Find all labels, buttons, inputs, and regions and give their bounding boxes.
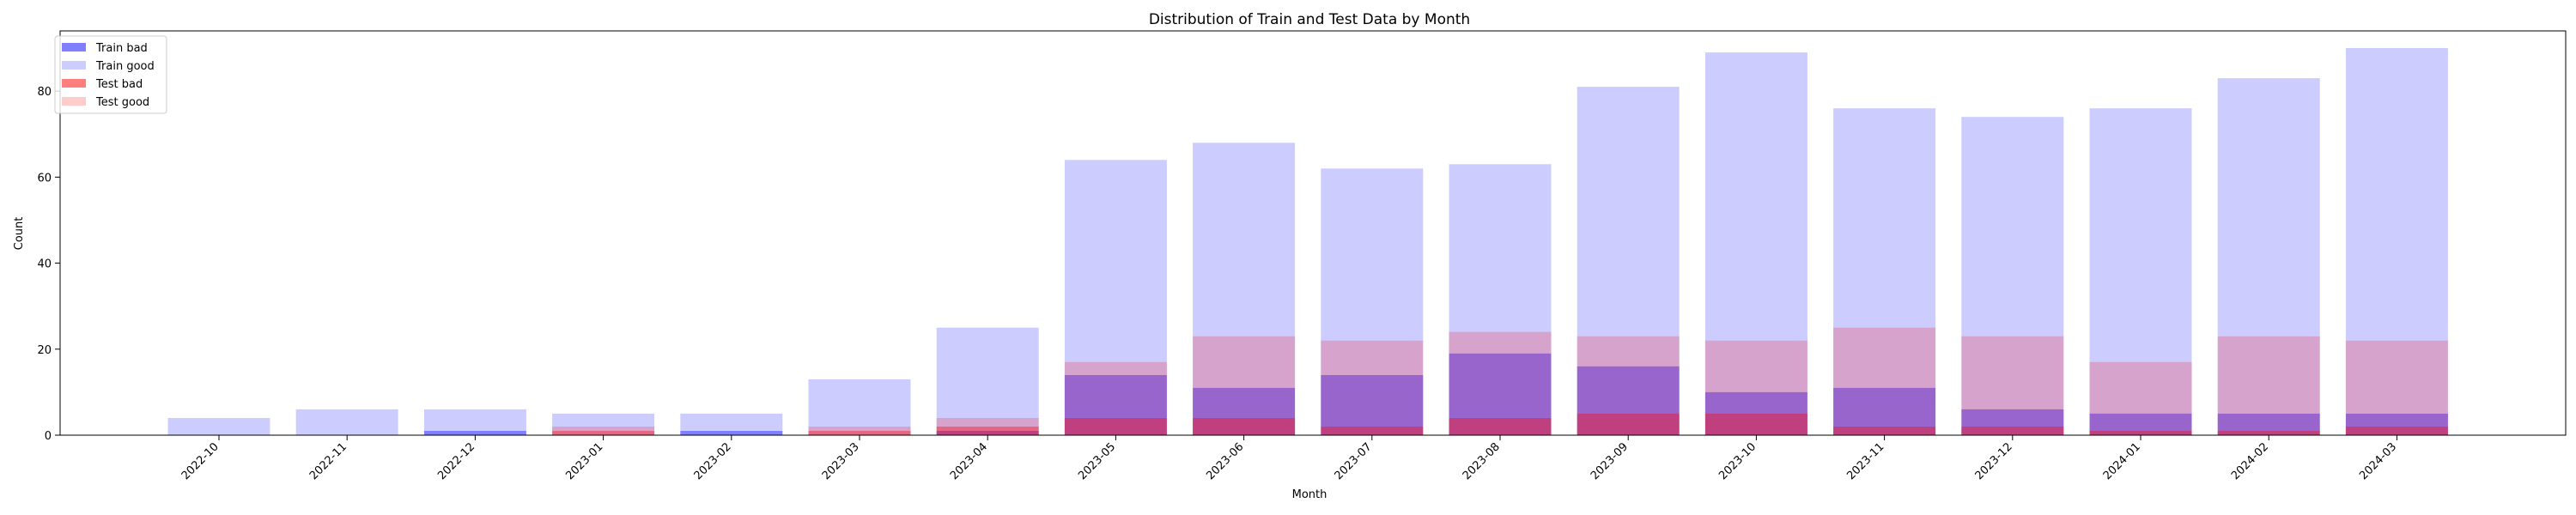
bar-train-good-2022-11 (295, 409, 398, 435)
bar-train-good-2023-09 (1577, 87, 1680, 367)
bars-layer (167, 48, 2448, 435)
bar-test-bad-2023-11 (1833, 427, 1936, 435)
bar-train-good-2024-01 (2089, 108, 2192, 414)
bar-train-good-2023-11 (1833, 108, 1936, 388)
bar-train-bad-2023-07 (1321, 374, 1424, 435)
bar-train-bad-2023-02 (680, 431, 783, 435)
y-tick-label: 40 (37, 258, 52, 271)
legend: Train bad Train good Test bad Test good (54, 35, 167, 114)
bar-train-good-2023-04 (936, 327, 1039, 431)
legend-swatch (62, 97, 86, 106)
bar-test-good-2023-07 (1321, 340, 1424, 427)
bar-test-good-2023-04 (936, 418, 1039, 427)
bar-test-good-2024-02 (2217, 336, 2320, 431)
legend-label: Test bad (95, 78, 143, 91)
bar-test-bad-2023-12 (1961, 427, 2064, 435)
bar-test-good-2023-09 (1577, 336, 1680, 414)
bar-test-bad-2024-03 (2345, 427, 2448, 435)
bar-test-good-2024-03 (2345, 340, 2448, 427)
legend-label: Train bad (95, 42, 148, 55)
bar-test-bad-2023-08 (1449, 418, 1552, 435)
legend-swatch (62, 43, 86, 52)
y-tick-label: 0 (45, 430, 52, 443)
bar-test-good-2023-08 (1449, 331, 1552, 418)
bar-test-bad-2023-01 (552, 431, 655, 435)
bar-test-bad-2023-06 (1193, 418, 1296, 435)
bar-train-good-2023-07 (1321, 168, 1424, 375)
bar-train-good-2024-03 (2345, 48, 2448, 414)
chart-title: Distribution of Train and Test Data by M… (1149, 11, 1470, 28)
bar-train-good-2023-03 (808, 379, 911, 435)
legend-box (54, 35, 167, 114)
y-tick-label: 80 (37, 86, 52, 99)
bar-train-good-2023-05 (1064, 160, 1167, 375)
bar-train-bad-2022-12 (423, 431, 526, 435)
plot-frame (59, 30, 2567, 436)
bar-train-good-2023-02 (680, 413, 783, 431)
bar-test-bad-2023-07 (1321, 427, 1424, 435)
bar-train-good-2024-02 (2217, 78, 2320, 414)
bar-train-good-2022-12 (423, 409, 526, 431)
bar-test-good-2023-05 (1064, 361, 1167, 418)
bar-test-bad-2024-01 (2089, 431, 2192, 435)
legend-swatch (62, 79, 86, 88)
bar-test-bad-2023-05 (1064, 418, 1167, 435)
bar-test-bad-2024-02 (2217, 431, 2320, 435)
bar-test-good-2023-11 (1833, 327, 1936, 427)
bar-train-good-2022-10 (167, 418, 270, 435)
bar-train-good-2023-12 (1961, 117, 2064, 409)
y-tick-label: 60 (37, 172, 52, 185)
bar-test-bad-2023-09 (1577, 413, 1680, 435)
bar-test-bad-2023-04 (936, 427, 1039, 435)
bar-test-bad-2023-10 (1704, 413, 1807, 435)
bar-test-bad-2023-03 (808, 431, 911, 435)
legend-label: Test good (95, 96, 149, 109)
bar-train-good-2023-08 (1449, 164, 1552, 354)
bar-test-good-2023-01 (552, 427, 655, 431)
bar-test-good-2023-06 (1193, 336, 1296, 418)
bar-train-good-2023-10 (1704, 52, 1807, 392)
x-axis-label: Month (1292, 488, 1327, 501)
y-axis-label: Count (13, 217, 26, 251)
y-tick-label: 20 (37, 344, 52, 357)
legend-swatch (62, 61, 86, 70)
y-axis: 0 20 40 60 80 (37, 86, 60, 443)
legend-label: Train good (95, 60, 155, 73)
bar-test-good-2024-01 (2089, 361, 2192, 431)
bar-test-good-2023-03 (808, 427, 911, 431)
bar-train-good-2023-06 (1193, 142, 1296, 388)
bar-test-good-2023-10 (1704, 340, 1807, 414)
bar-test-good-2023-12 (1961, 336, 2064, 427)
